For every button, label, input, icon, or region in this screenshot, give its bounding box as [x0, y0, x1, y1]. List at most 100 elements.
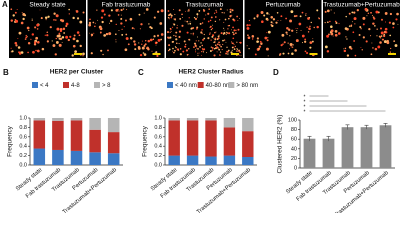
fluorescent-spot — [379, 27, 383, 30]
fluorescent-spot — [285, 17, 288, 20]
fluorescent-spot — [246, 24, 249, 27]
fluorescent-spot — [90, 33, 94, 37]
fluorescent-spot — [184, 45, 187, 48]
fluorescent-spot — [173, 51, 175, 54]
fluorescent-spot — [173, 34, 175, 37]
bar-segment — [223, 118, 236, 128]
fluorescent-spot — [218, 34, 220, 36]
fluorescent-spot — [201, 51, 203, 53]
fluorescent-spot — [290, 46, 292, 48]
fluorescent-spot — [307, 31, 310, 33]
bar-segment — [242, 157, 254, 165]
fluorescent-spot — [375, 10, 379, 14]
fluorescent-spot — [233, 29, 236, 32]
fluorescent-spot — [272, 18, 276, 21]
fluorescent-spot — [156, 34, 160, 37]
fluorescent-spot — [304, 50, 307, 53]
fluorescent-spot — [222, 39, 224, 42]
fluorescent-spot — [380, 35, 383, 37]
bar-segment — [205, 156, 217, 165]
fluorescent-spot — [212, 34, 215, 37]
fluorescent-spot — [96, 9, 98, 11]
fluorescent-spot — [141, 46, 145, 50]
fluorescent-spot — [260, 11, 264, 14]
fluorescent-spot — [195, 51, 197, 53]
fluorescent-spot — [117, 14, 120, 16]
fluorescent-spot — [32, 50, 35, 54]
fluorescent-spot — [277, 20, 279, 21]
fluorescent-spot — [148, 23, 150, 25]
fluorescent-spot — [178, 42, 180, 45]
fluorescent-spot — [133, 43, 137, 46]
fluorescent-spot — [190, 33, 192, 35]
fluorescent-spot — [75, 10, 79, 13]
fluorescent-spot — [196, 47, 198, 49]
fluorescent-spot — [181, 13, 183, 16]
fluorescent-spot — [58, 43, 62, 47]
y-tick-label: 0.4 — [19, 144, 27, 150]
fluorescent-spot — [213, 38, 215, 39]
fluorescent-spot — [230, 51, 233, 54]
fluorescent-spot — [353, 17, 357, 21]
fluorescent-spot — [306, 26, 308, 28]
bar — [341, 127, 354, 168]
fluorescent-spot — [14, 11, 17, 14]
fluorescent-spot — [291, 29, 294, 32]
fluorescent-spot — [72, 37, 76, 41]
fluorescent-spot — [103, 34, 106, 37]
legend-label: 40-80 nm — [206, 83, 231, 89]
fluorescent-spot — [31, 18, 33, 20]
fluorescent-spot — [56, 27, 60, 31]
fluorescent-spot — [33, 43, 37, 46]
fluorescent-spot — [232, 26, 234, 29]
fluorescent-spot — [351, 11, 354, 14]
fluorescent-spot — [157, 38, 161, 42]
fluorescent-spot — [89, 32, 91, 34]
fluorescent-spot — [324, 10, 327, 13]
fluorescent-spot — [175, 31, 178, 34]
y-tick-label: 0.2 — [154, 153, 162, 159]
fluorescent-spot — [175, 35, 177, 37]
bar-segment — [223, 127, 236, 156]
fluorescent-spot — [294, 49, 297, 52]
fluorescent-spot — [295, 28, 297, 30]
fluorescent-spot — [338, 23, 340, 25]
fluorescent-spot — [88, 21, 92, 25]
fluorescent-spot — [149, 38, 153, 42]
fluorescent-spot — [364, 7, 368, 11]
fluorescent-spot — [256, 15, 259, 18]
fluorescent-spot — [175, 46, 177, 49]
fluorescent-spot — [72, 44, 76, 48]
fluorescent-spot — [353, 11, 356, 14]
chart-title: HER2 Cluster Radius — [178, 69, 243, 76]
fluorescent-spot — [230, 8, 232, 10]
fluorescent-spot — [168, 18, 170, 20]
fluorescent-spot — [239, 41, 242, 44]
fluorescent-spot — [281, 33, 285, 37]
fluorescent-spot — [354, 54, 357, 57]
fluorescent-spot — [372, 47, 374, 49]
fluorescent-spot — [395, 18, 398, 21]
fluorescent-spot — [156, 10, 160, 13]
micrograph — [9, 0, 86, 58]
fluorescent-spot — [156, 54, 159, 58]
fluorescent-spot — [199, 45, 201, 48]
fluorescent-spot — [246, 45, 248, 47]
bar-segment — [242, 118, 254, 132]
fluorescent-spot — [231, 29, 232, 31]
bar-segment — [70, 120, 83, 151]
fluorescent-spot — [379, 36, 381, 38]
fluorescent-spot — [65, 35, 69, 39]
fluorescent-spot — [381, 18, 383, 21]
fluorescent-spot — [62, 27, 66, 31]
fluorescent-spot — [270, 16, 274, 19]
fluorescent-spot — [94, 22, 96, 24]
fluorescent-spot — [108, 32, 112, 36]
panel-label: B — [3, 68, 9, 77]
bar-segment — [168, 155, 180, 165]
fluorescent-spot — [201, 22, 204, 24]
fluorescent-spot — [227, 25, 230, 27]
fluorescent-spot — [324, 45, 328, 49]
fluorescent-spot — [231, 41, 233, 43]
fluorescent-spot — [72, 16, 75, 20]
